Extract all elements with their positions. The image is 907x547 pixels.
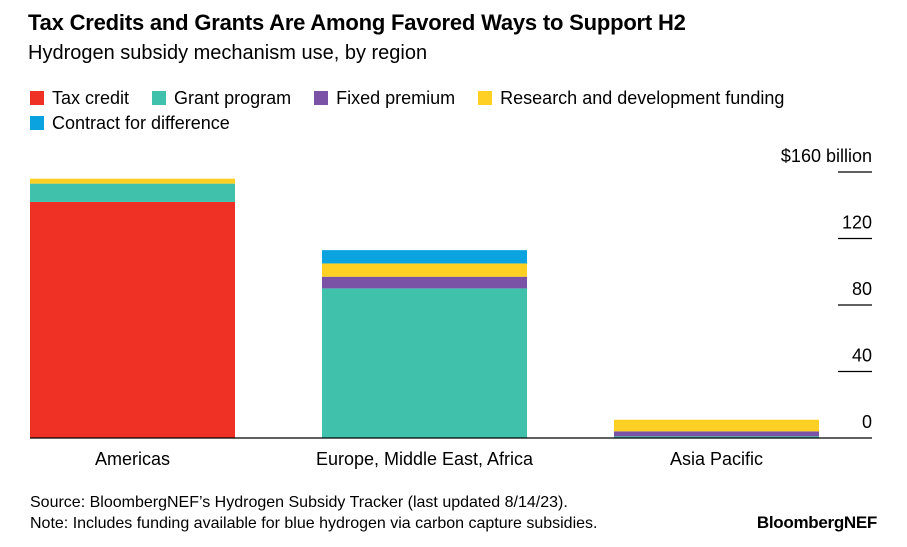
bar-americas-grant-program	[30, 183, 235, 202]
chart-title: Tax Credits and Grants Are Among Favored…	[28, 10, 686, 35]
x-tick-label-americas: Americas	[95, 449, 170, 469]
y-tick-label-0: 0	[862, 412, 872, 432]
legend-item-grant-program: Grant program	[152, 86, 291, 110]
y-tick-label-120: 120	[842, 213, 872, 233]
bar-europe-middle-east-africa-contract-for-difference	[322, 250, 527, 264]
legend-item-contract-for-difference: Contract for difference	[30, 111, 230, 135]
legend-label-grant-program: Grant program	[174, 88, 292, 108]
legend: Tax credit Grant program Fixed premium R…	[30, 86, 890, 136]
footnote: Note: Includes funding available for blu…	[30, 515, 598, 532]
bar-americas-research-and-development-funding	[30, 178, 235, 184]
y-tick-label-80: 80	[852, 279, 872, 299]
brand-logo: BloombergNEF	[756, 513, 877, 532]
y-tick-label-160: $160 billion	[781, 146, 872, 166]
bar-asia-pacific-grant-program	[614, 436, 819, 438]
bar-europe-middle-east-africa-fixed-premium	[322, 276, 527, 289]
footer: Source: BloombergNEF’s Hydrogen Subsidy …	[30, 492, 597, 534]
legend-swatch-grant-program	[152, 91, 167, 105]
bar-europe-middle-east-africa-research-and-development-funding	[322, 263, 527, 277]
legend-swatch-tax-credit	[30, 91, 44, 105]
bar-asia-pacific-fixed-premium	[614, 431, 819, 437]
y-tick-label-40: 40	[852, 346, 872, 366]
legend-label-rnd-funding: Research and development funding	[500, 88, 785, 108]
bar-europe-middle-east-africa-grant-program	[322, 288, 527, 438]
legend-label-contract-for-difference: Contract for difference	[52, 113, 230, 133]
legend-label-fixed-premium: Fixed premium	[336, 88, 456, 108]
legend-item-fixed-premium: Fixed premium	[314, 86, 455, 110]
legend-item-rnd-funding: Research and development funding	[478, 86, 784, 110]
x-tick-label-asia-pacific: Asia Pacific	[670, 449, 763, 469]
legend-label-tax-credit: Tax credit	[52, 88, 130, 108]
legend-item-tax-credit: Tax credit	[30, 86, 129, 110]
bar-asia-pacific-research-and-development-funding	[614, 419, 819, 432]
chart-subtitle: Hydrogen subsidy mechanism use, by regio…	[28, 42, 428, 64]
bar-americas-tax-credit	[30, 201, 235, 438]
source-note: Source: BloombergNEF’s Hydrogen Subsidy …	[30, 494, 568, 511]
legend-swatch-rnd-funding	[478, 91, 493, 105]
x-tick-label-europe-middle-east-africa: Europe, Middle East, Africa	[316, 449, 534, 469]
legend-swatch-fixed-premium	[314, 91, 329, 105]
legend-swatch-contract-for-difference	[30, 116, 44, 130]
